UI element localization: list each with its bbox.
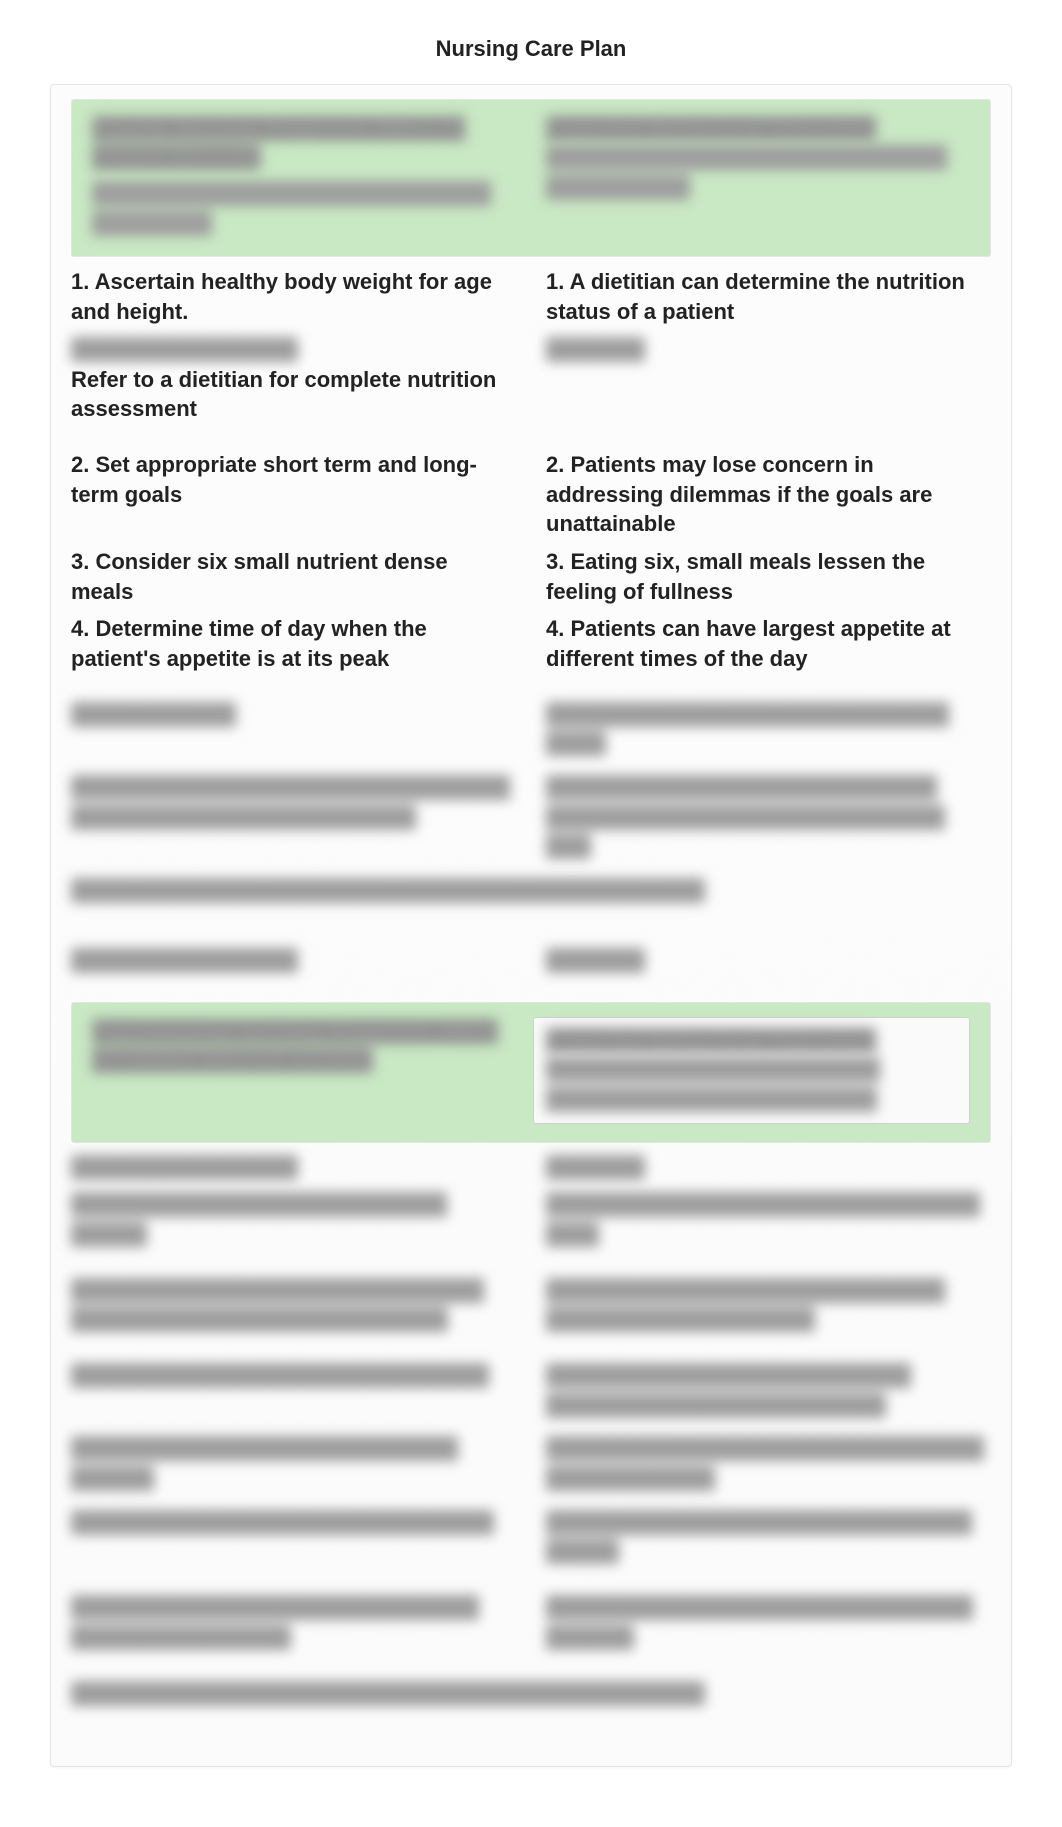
blurred-text: Patient verbalizes and identifies anxiet…: [546, 1055, 957, 1114]
blurred-text: 1. Acknowledgement of feelings validates…: [546, 1190, 991, 1249]
row: 5. Daily weights 5. Tracking daily weigh…: [71, 700, 991, 759]
blurred-text: 6. Validate the patient's feelings regar…: [71, 773, 516, 862]
summative-impressions-1: Summative impressions of patient progres…: [71, 876, 991, 906]
blurred-text: Expected Behavioral Outcomes: [546, 1026, 957, 1056]
blurred-text: Psychosocial Nursing Diagnosis (NDx) #2 …: [92, 1017, 503, 1076]
blurred-text: Patient will verbalize understanding of …: [546, 143, 970, 202]
summative-impressions-2: Summative impressions of patient progres…: [71, 1679, 991, 1709]
blurred-text: 4. Talking about the situation can help …: [546, 1434, 991, 1493]
row: 4. Determine time of day when the patien…: [71, 614, 991, 673]
blurred-text: 5. Use empathy to encourage the patient: [71, 1508, 516, 1567]
rationale-2: 2. Patients may lose concern in addressi…: [546, 450, 991, 539]
nursing-interventions-heading-2: Nursing Interventions: [71, 946, 516, 976]
row: 2. Use presence of touch, verbalization,…: [71, 1276, 991, 1335]
nursing-interventions-heading-3: Nursing Interventions: [71, 1153, 516, 1183]
diagnosis-band-1-right: Expected Behavioral Outcomes Patient wil…: [546, 114, 970, 239]
diagnosis-band-1-left: Priority Nursing Diagnosis (NDx) #1 rela…: [92, 114, 516, 239]
col: Nursing Interventions Refer to a dietiti…: [71, 335, 516, 424]
row: 1. Recognize awareness of patient's anxi…: [71, 1190, 991, 1249]
row: 3. Consider six small nutrient dense mea…: [71, 547, 991, 606]
diagnosis-band-2-left: Psychosocial Nursing Diagnosis (NDx) #2 …: [92, 1017, 503, 1124]
intervention-3: 3. Consider six small nutrient dense mea…: [71, 547, 516, 606]
intervention-2: 2. Set appropriate short term and long-t…: [71, 450, 516, 539]
intervention-4: 4. Determine time of day when the patien…: [71, 614, 516, 673]
rationale-4: 4. Patients can have largest appetite at…: [546, 614, 991, 673]
row: 2. Set appropriate short term and long-t…: [71, 450, 991, 539]
row: 3. Interact with patient in a calm manne…: [71, 1361, 991, 1420]
blurred-text: 6. Validation lets the patient know the …: [546, 773, 991, 862]
row: 6. Intervene when possible to eliminate …: [71, 1593, 991, 1652]
col: Rationale: [546, 335, 991, 424]
row: 4. Allow patient to talk about anxious f…: [71, 1434, 991, 1493]
intervention-1: 1. Ascertain healthy body weight for age…: [71, 267, 516, 326]
blurred-text: 4. Allow patient to talk about anxious f…: [71, 1434, 516, 1493]
blurred-text: 6. If the threat is eliminated the respo…: [546, 1593, 991, 1652]
blurred-text: Priority Nursing Diagnosis (NDx) #1 rela…: [92, 114, 516, 173]
row: 5. Use empathy to encourage the patient …: [71, 1508, 991, 1567]
row: 6. Validate the patient's feelings regar…: [71, 773, 991, 862]
blurred-text: 2. Being supportive and approachable pro…: [546, 1276, 991, 1335]
diagnosis-band-2-right: Expected Behavioral Outcomes Patient ver…: [533, 1017, 970, 1124]
blurred-text: Imbalanced nutrition, as evidenced by we…: [92, 179, 516, 238]
rationale-heading-3: Rationale: [546, 1153, 991, 1183]
page-title: Nursing Care Plan: [50, 34, 1012, 64]
blurred-text: 5. Anxiety is a normal response to actua…: [546, 1508, 991, 1567]
rationale-heading: Rationale: [546, 335, 991, 365]
blurred-text: 1. Recognize awareness of patient's anxi…: [71, 1190, 516, 1249]
blurred-text: 2. Use presence of touch, verbalization,…: [71, 1276, 516, 1335]
blurred-text: 3. The patient's feelings of stability i…: [546, 1361, 991, 1420]
referral-line: Refer to a dietitian for complete nutrit…: [71, 365, 516, 424]
row: 1. Ascertain healthy body weight for age…: [71, 267, 991, 326]
blurred-text: 5. Tracking daily weights and ensuring t…: [546, 700, 991, 759]
blurred-text: 3. Interact with patient in a calm manne…: [71, 1361, 516, 1420]
blurred-text: Expected Behavioral Outcomes: [546, 114, 970, 144]
row: Nursing Interventions Refer to a dietiti…: [71, 335, 991, 424]
page: Nursing Care Plan Priority Nursing Diagn…: [0, 0, 1062, 1827]
care-plan-card: Priority Nursing Diagnosis (NDx) #1 rela…: [50, 84, 1012, 1768]
nursing-interventions-heading: Nursing Interventions: [71, 335, 516, 365]
diagnosis-band-1: Priority Nursing Diagnosis (NDx) #1 rela…: [71, 99, 991, 258]
blurred-text: 5. Daily weights: [71, 700, 516, 759]
rationale-heading-2: Rationale: [546, 946, 991, 976]
rationale-1: 1. A dietitian can determine the nutriti…: [546, 267, 991, 326]
diagnosis-band-2: Psychosocial Nursing Diagnosis (NDx) #2 …: [71, 1002, 991, 1143]
rationale-3: 3. Eating six, small meals lessen the fe…: [546, 547, 991, 606]
row: Nursing Interventions Rationale: [71, 1153, 991, 1183]
row: Nursing Interventions Rationale: [71, 946, 991, 976]
blurred-text: 6. Intervene when possible to eliminate …: [71, 1593, 516, 1652]
